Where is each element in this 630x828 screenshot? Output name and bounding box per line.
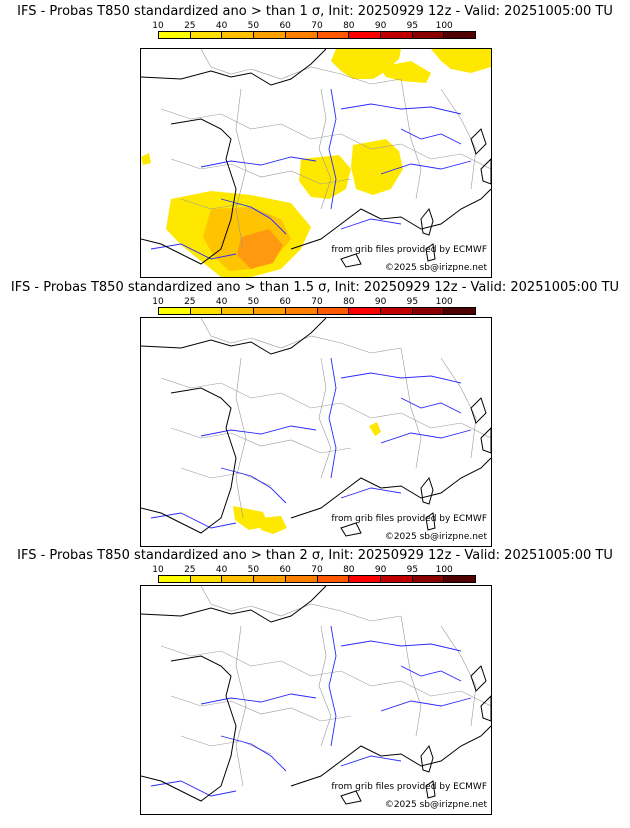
panel-title: IFS - Probas T850 standardized ano > tha… (17, 4, 613, 19)
colorbar-cell (222, 32, 255, 38)
panel-1-5-sigma: IFS - Probas T850 standardized ano > tha… (0, 280, 630, 552)
colorbar-cell (317, 308, 350, 314)
colorbar-ticks: 10 25 40 50 60 70 80 90 95 100 (152, 565, 476, 575)
colorbar-tick-label: 10 (152, 297, 164, 307)
probability-map: from grib files provided by ECMWF ©2025 … (140, 48, 492, 278)
colorbar-tick-label: 70 (311, 21, 323, 31)
colorbar-tick-label: 90 (374, 21, 387, 31)
rivers (150, 357, 472, 529)
colorbar-tick-label: 80 (343, 21, 355, 31)
colorbar-cell (159, 308, 191, 314)
credit-copyright: ©2025 sb@irizpne.net (384, 263, 487, 273)
colorbar-cell (349, 576, 381, 582)
colorbar-cell (380, 576, 413, 582)
colorbar-tick-label: 95 (406, 297, 419, 307)
probability-fill (141, 49, 491, 277)
colorbar-tick-label: 95 (406, 565, 419, 575)
colorbar-tick-label: 100 (435, 297, 453, 307)
colorbar-cell (159, 32, 191, 38)
colorbar-cell (444, 32, 476, 38)
credit-source: from grib files provided by ECMWF (331, 514, 487, 524)
credit-source: from grib files provided by ECMWF (331, 245, 487, 255)
colorbar-tick-label: 70 (311, 297, 323, 307)
colorbar-ticks: 10 25 40 50 60 70 80 90 95 100 (152, 21, 476, 31)
colorbar-tick-label: 100 (435, 565, 453, 575)
colorbar-cell (159, 576, 191, 582)
colorbar-tick-label: 60 (279, 297, 291, 307)
colorbar-cell (380, 32, 413, 38)
colorbar-tick-label: 10 (152, 565, 164, 575)
colorbar-tick-label: 90 (374, 297, 387, 307)
europe-map-svg (141, 318, 491, 537)
colorbar-cell (222, 308, 255, 314)
rivers (150, 88, 472, 260)
probability-map: from grib files provided by ECMWF ©2025 … (140, 317, 492, 547)
colorbar-cell (222, 576, 255, 582)
panel-2-sigma: IFS - Probas T850 standardized ano > tha… (0, 548, 630, 820)
colorbar: 10 25 40 50 60 70 80 90 95 100 (152, 21, 476, 48)
colorbar-cell (190, 308, 223, 314)
panel-title: IFS - Probas T850 standardized ano > tha… (17, 548, 613, 563)
colorbar-scale (158, 575, 476, 583)
coastline (141, 49, 491, 268)
colorbar-tick-label: 70 (311, 565, 323, 575)
panel-1-sigma: IFS - Probas T850 standardized ano > tha… (0, 4, 630, 278)
colorbar-cell (317, 576, 350, 582)
colorbar-cell (412, 32, 445, 38)
colorbar-tick-label: 60 (279, 565, 291, 575)
colorbar-tick-label: 40 (215, 565, 228, 575)
colorbar-cell (317, 32, 350, 38)
colorbar-tick-label: 80 (343, 565, 355, 575)
colorbar: 10 25 40 50 60 70 80 90 95 100 (152, 565, 476, 592)
colorbar-tick-label: 60 (279, 21, 291, 31)
colorbar-cell (254, 308, 286, 314)
colorbar-cell (380, 308, 413, 314)
borders (160, 318, 491, 519)
coastline (141, 318, 491, 537)
colorbar-cell (349, 308, 381, 314)
credit-source: from grib files provided by ECMWF (331, 782, 487, 792)
borders (160, 586, 491, 787)
europe-map-svg (141, 49, 491, 277)
colorbar-cell (190, 576, 223, 582)
colorbar-ticks: 10 25 40 50 60 70 80 90 95 100 (152, 297, 476, 307)
colorbar-cell (285, 576, 318, 582)
credit-copyright: ©2025 sb@irizpne.net (384, 532, 487, 542)
colorbar-cell (349, 32, 381, 38)
borders (160, 49, 491, 250)
colorbar-scale (158, 31, 476, 39)
colorbar-tick-label: 50 (247, 297, 260, 307)
panel-title: IFS - Probas T850 standardized ano > tha… (10, 280, 620, 295)
colorbar-tick-label: 95 (406, 21, 419, 31)
colorbar-cell (444, 308, 476, 314)
colorbar-tick-label: 25 (184, 297, 196, 307)
colorbar-cell (190, 32, 223, 38)
colorbar-tick-label: 40 (215, 297, 228, 307)
colorbar-cell (254, 32, 286, 38)
colorbar-tick-label: 25 (184, 21, 196, 31)
colorbar-tick-label: 80 (343, 297, 355, 307)
colorbar-cell (412, 576, 445, 582)
colorbar-tick-label: 25 (184, 565, 196, 575)
colorbar-scale (158, 307, 476, 315)
probability-map: from grib files provided by ECMWF ©2025 … (140, 585, 492, 815)
colorbar-tick-label: 10 (152, 21, 164, 31)
europe-map-svg (141, 586, 491, 805)
coastline (141, 586, 491, 805)
colorbar-cell (285, 32, 318, 38)
colorbar-tick-label: 100 (435, 21, 453, 31)
colorbar-tick-label: 90 (374, 565, 387, 575)
credit-copyright: ©2025 sb@irizpne.net (384, 800, 487, 810)
colorbar-cell (412, 308, 445, 314)
colorbar-tick-label: 50 (247, 565, 260, 575)
colorbar-cell (285, 308, 318, 314)
colorbar: 10 25 40 50 60 70 80 90 95 100 (152, 297, 476, 324)
colorbar-tick-label: 40 (215, 21, 228, 31)
colorbar-cell (254, 576, 286, 582)
colorbar-cell (444, 576, 476, 582)
colorbar-tick-label: 50 (247, 21, 260, 31)
